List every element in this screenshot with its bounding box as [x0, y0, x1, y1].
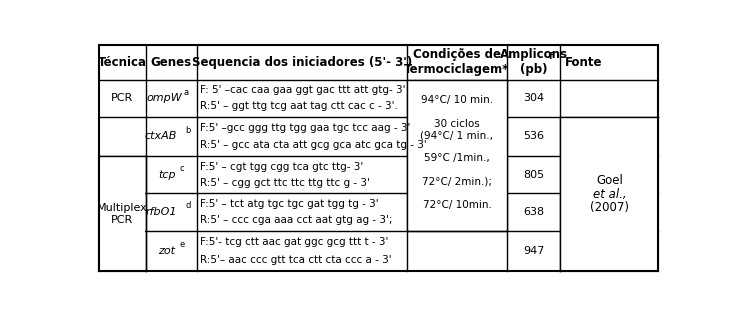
Text: 536: 536: [523, 131, 545, 141]
Text: Fonte: Fonte: [565, 56, 602, 69]
Bar: [100, 156, 145, 271]
Text: Goel: Goel: [596, 174, 623, 187]
Text: F:5' –gcc ggg ttg tgg gaa tgc tcc aag - 3': F:5' –gcc ggg ttg tgg gaa tgc tcc aag - …: [200, 123, 411, 133]
Text: Condições de
Termociclagem*: Condições de Termociclagem*: [404, 48, 510, 76]
Text: R:5' – ggt ttg tcg aat tag ctt cac c - 3'.: R:5' – ggt ttg tcg aat tag ctt cac c - 3…: [200, 101, 398, 111]
Text: et al.,: et al.,: [593, 187, 626, 201]
Text: 94°C/ 10 min.

30 ciclos
(94°C/ 1 min.,

59°C /1min.,

72°C/ 2min.);

72°C/ 10mi: 94°C/ 10 min. 30 ciclos (94°C/ 1 min., 5…: [420, 95, 494, 210]
Text: ompW: ompW: [146, 93, 183, 103]
Text: a: a: [184, 88, 189, 97]
Text: b: b: [185, 126, 191, 135]
Text: Genes: Genes: [151, 56, 192, 69]
Text: d: d: [185, 202, 191, 210]
Text: e: e: [180, 240, 185, 249]
Text: rfbO1: rfbO1: [146, 207, 177, 217]
Text: F: 5' –cac caa gaa ggt gac ttt att gtg- 3': F: 5' –cac caa gaa ggt gac ttt att gtg- …: [200, 85, 406, 95]
Text: Multiplex
PCR: Multiplex PCR: [97, 203, 148, 225]
Text: F:5'- tcg ctt aac gat ggc gcg ttt t - 3': F:5'- tcg ctt aac gat ggc gcg ttt t - 3': [200, 237, 389, 247]
Text: Amplicons
(pb): Amplicons (pb): [500, 48, 568, 76]
Text: R:5'– aac ccc gtt tca ctt cta ccc a - 3': R:5'– aac ccc gtt tca ctt cta ccc a - 3': [200, 255, 392, 265]
Text: Sequencia dos iniciadores (5'- 3'): Sequencia dos iniciadores (5'- 3'): [191, 56, 412, 69]
Text: f: f: [549, 52, 553, 61]
Text: 638: 638: [523, 207, 545, 217]
Text: 304: 304: [523, 93, 545, 103]
Text: F:5' – tct atg tgc tgc gat tgg tg - 3': F:5' – tct atg tgc tgc gat tgg tg - 3': [200, 199, 379, 209]
Text: F:5' – cgt tgg cgg tca gtc ttg- 3': F:5' – cgt tgg cgg tca gtc ttg- 3': [200, 162, 364, 172]
Text: R:5' – cgg gct ttc ttc ttg ttc g - 3': R:5' – cgg gct ttc ttc ttg ttc g - 3': [200, 178, 370, 188]
Text: zot: zot: [158, 246, 175, 256]
Text: tcp: tcp: [158, 170, 176, 180]
Text: 805: 805: [523, 170, 545, 180]
Text: ctxAB: ctxAB: [145, 131, 177, 141]
Text: PCR: PCR: [112, 93, 134, 103]
Text: R:5' – gcc ata cta att gcg gca atc gca tg - 3': R:5' – gcc ata cta att gcg gca atc gca t…: [200, 140, 427, 150]
Text: Técnica: Técnica: [98, 56, 147, 69]
Text: (2007): (2007): [590, 201, 629, 214]
Text: 947: 947: [523, 246, 545, 256]
Text: R:5' – ccc cga aaa cct aat gtg ag - 3';: R:5' – ccc cga aaa cct aat gtg ag - 3';: [200, 215, 393, 225]
Text: c: c: [180, 164, 185, 173]
